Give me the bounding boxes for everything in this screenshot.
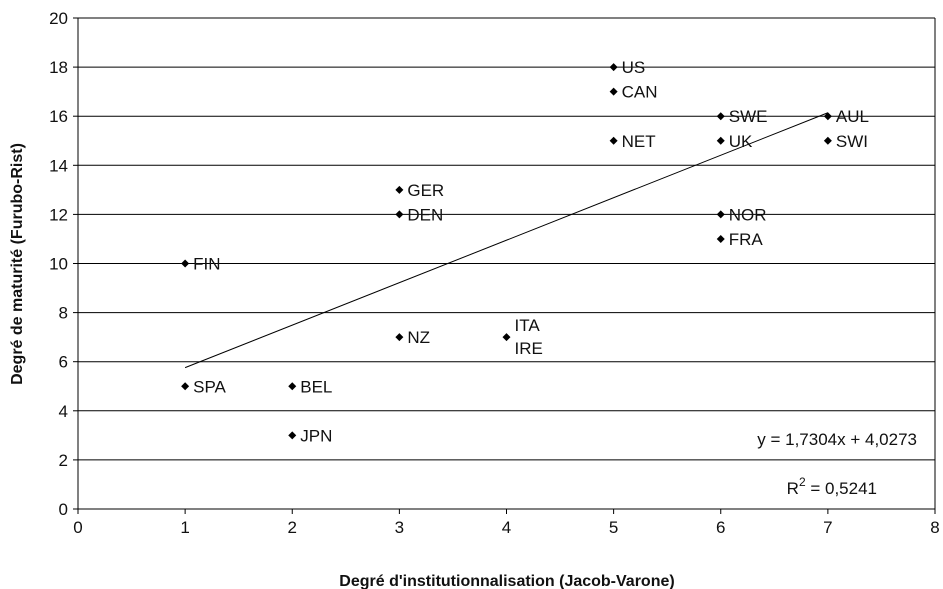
x-axis-title: Degré d'institutionnalisation (Jacob-Var… (339, 573, 674, 589)
y-tick-label: 18 (49, 58, 68, 77)
data-point-marker (288, 431, 297, 440)
r-squared-value: = 0,5241 (806, 479, 877, 498)
grid-lines (78, 17, 935, 461)
x-tick-label: 0 (73, 518, 82, 537)
x-tick-label: 3 (395, 518, 404, 537)
x-tick-label: 7 (823, 518, 832, 537)
y-tick-label: 12 (49, 205, 68, 224)
trendline-equation: y = 1,7304x + 4,0273 (757, 430, 917, 449)
data-point-label: GER (407, 181, 444, 200)
r-squared-superscript: 2 (799, 475, 806, 489)
data-point-marker (716, 234, 725, 243)
y-axis-title: Degré de maturité (Furubo-Rist) (9, 143, 26, 385)
data-point-label: SWE (729, 107, 768, 126)
data-point-label: SPA (193, 377, 226, 396)
data-point-label: US (622, 58, 646, 77)
x-tick-label: 1 (180, 518, 189, 537)
data-point-label: CAN (622, 83, 658, 102)
data-point-marker (395, 210, 404, 219)
x-tick-label: 8 (930, 518, 939, 537)
y-tick-label: 2 (59, 451, 68, 470)
y-tick-label: 20 (49, 9, 68, 28)
data-point-label: FRA (729, 230, 764, 249)
x-tick-label: 2 (288, 518, 297, 537)
y-tick-label: 14 (49, 156, 68, 175)
y-tick-label: 4 (59, 402, 68, 421)
y-tick-label: 8 (59, 304, 68, 323)
axes (73, 17, 936, 514)
data-point-marker (395, 185, 404, 194)
data-point-label: SWI (836, 132, 868, 151)
y-tick-label: 10 (49, 255, 68, 274)
data-point-marker (716, 210, 725, 219)
data-point-marker (609, 136, 618, 145)
r-squared-label: R2 = 0,5241 (787, 475, 877, 498)
y-tick-label: 6 (59, 353, 68, 372)
data-point-marker (823, 112, 832, 121)
data-point-label: NOR (729, 205, 767, 224)
x-tick-label: 6 (716, 518, 725, 537)
data-point-label: FIN (193, 255, 220, 274)
data-point-marker (716, 112, 725, 121)
data-point-marker (395, 333, 404, 342)
x-tick-label: 5 (609, 518, 618, 537)
data-point-label: JPN (300, 426, 332, 445)
data-point-marker (502, 333, 511, 342)
data-point-marker (609, 87, 618, 96)
data-point-marker (288, 382, 297, 391)
data-point-marker (181, 259, 190, 268)
data-points: US CAN SWE AUL NET UK SWI GER DEN NOR FRA FIN NZ ITA I… (181, 58, 869, 445)
data-point-label: NET (622, 132, 656, 151)
data-point-label: UK (729, 132, 753, 151)
data-point-label: IRE (515, 339, 543, 358)
data-point-label: ITA (515, 316, 541, 335)
data-point-marker (716, 136, 725, 145)
data-point-label: DEN (407, 205, 443, 224)
y-tick-label: 16 (49, 107, 68, 126)
data-point-marker (181, 382, 190, 391)
trendline (184, 112, 829, 369)
data-point-label: NZ (407, 328, 430, 347)
data-point-label: BEL (300, 377, 332, 396)
data-point-marker (823, 136, 832, 145)
x-tick-label: 4 (502, 518, 511, 537)
r-squared-prefix: R (787, 479, 799, 498)
trendline-group (184, 112, 829, 369)
data-point-label: AUL (836, 107, 869, 126)
data-point-marker (609, 63, 618, 72)
y-tick-label: 0 (59, 500, 68, 519)
